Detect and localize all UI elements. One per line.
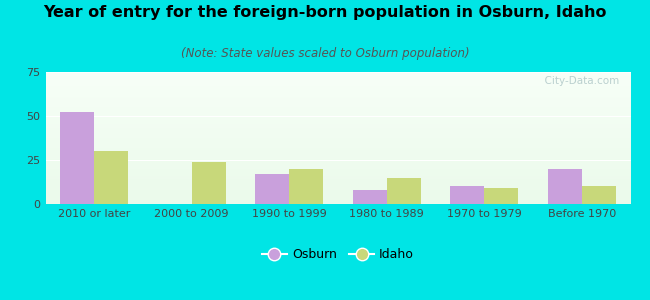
Bar: [289, 169, 324, 204]
Text: City-Data.com: City-Data.com: [538, 76, 619, 86]
Bar: [387, 178, 421, 204]
Text: Year of entry for the foreign-born population in Osburn, Idaho: Year of entry for the foreign-born popul…: [44, 4, 606, 20]
Bar: [547, 169, 582, 204]
Bar: [255, 174, 289, 204]
Text: (Note: State values scaled to Osburn population): (Note: State values scaled to Osburn pop…: [181, 46, 469, 59]
Bar: [353, 190, 387, 204]
Bar: [484, 188, 519, 204]
Legend: Osburn, Idaho: Osburn, Idaho: [257, 243, 419, 266]
Bar: [450, 186, 484, 204]
Bar: [192, 162, 226, 204]
Bar: [60, 112, 94, 204]
Bar: [582, 186, 616, 204]
Bar: [94, 151, 129, 204]
